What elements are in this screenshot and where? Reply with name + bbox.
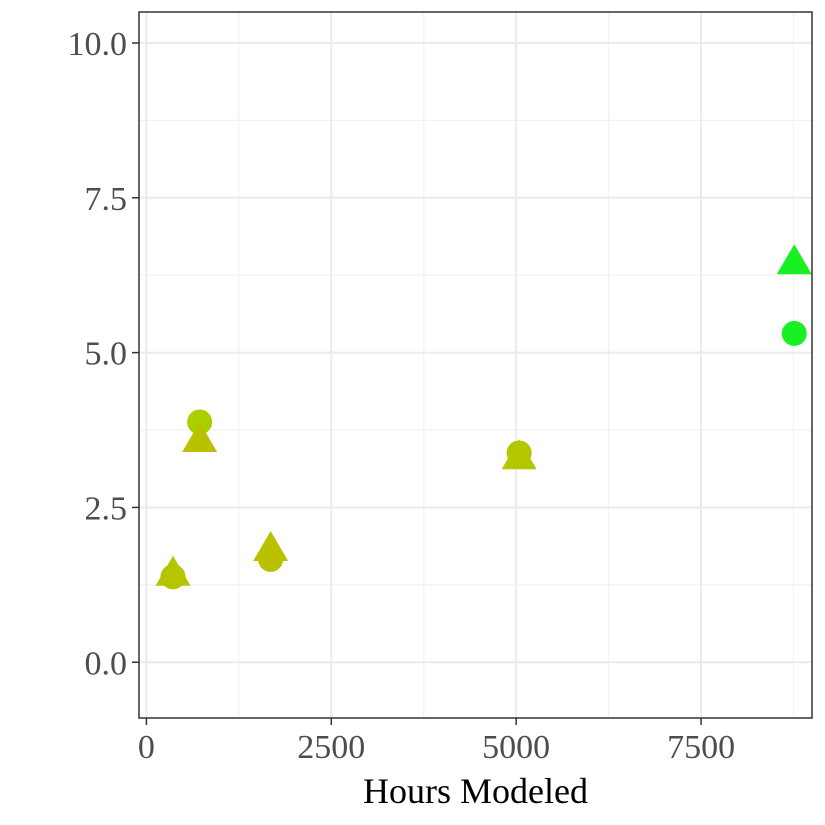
grid-lines bbox=[139, 12, 812, 718]
axis-ticks: 0 2500 5000 7500 0.0 2.5 5.0 7.5 10.0 bbox=[68, 26, 736, 766]
y-tick-label: 0.0 bbox=[85, 645, 128, 682]
plot-panel bbox=[138, 11, 813, 719]
triangle-point bbox=[182, 421, 218, 452]
triangle-point bbox=[253, 530, 289, 561]
y-tick-label: 2.5 bbox=[85, 490, 128, 527]
triangle-point bbox=[776, 244, 812, 275]
triangle-point bbox=[155, 555, 191, 586]
x-tick-label: 7500 bbox=[667, 729, 735, 766]
circle-point bbox=[781, 320, 807, 346]
triangle-point bbox=[501, 439, 537, 470]
data-points bbox=[155, 244, 812, 590]
x-tick-label: 0 bbox=[138, 729, 155, 766]
x-tick-label: 5000 bbox=[482, 729, 550, 766]
y-tick-label: 5.0 bbox=[85, 336, 128, 373]
x-axis-title: Hours Modeled bbox=[363, 771, 588, 811]
y-tick-label: 10.0 bbox=[68, 26, 128, 63]
x-tick-label: 2500 bbox=[297, 729, 365, 766]
y-tick-label: 7.5 bbox=[85, 181, 128, 218]
